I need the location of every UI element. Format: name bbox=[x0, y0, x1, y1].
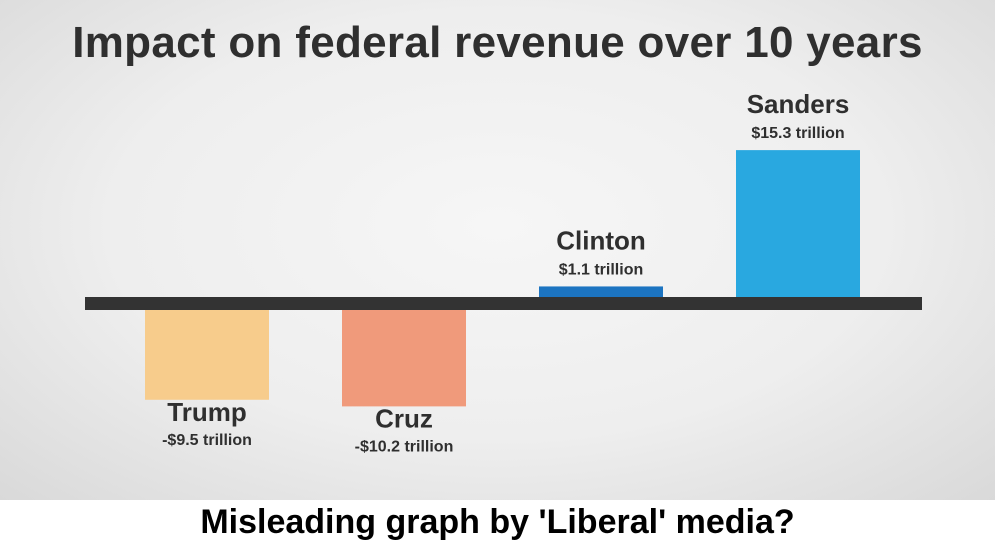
value-label-trump: -$9.5 trillion bbox=[162, 432, 252, 449]
chart-frame: Impact on federal revenue over 10 years … bbox=[0, 0, 995, 500]
chart-title: Impact on federal revenue over 10 years bbox=[72, 18, 923, 67]
bar-clinton bbox=[539, 286, 663, 297]
value-label-clinton: $1.1 trillion bbox=[559, 261, 643, 278]
bar-chart: Trump -$9.5 trillion Cruz -$10.2 trillion Cl… bbox=[85, 89, 922, 455]
value-label-cruz: -$10.2 trillion bbox=[355, 438, 454, 455]
zero-baseline bbox=[85, 297, 922, 310]
bar-cruz bbox=[342, 310, 466, 407]
value-label-sanders: $15.3 trillion bbox=[751, 125, 844, 142]
bar-sanders bbox=[736, 150, 860, 297]
bar-label-clinton: Clinton bbox=[556, 225, 646, 255]
bar-label-cruz: Cruz bbox=[375, 403, 433, 433]
image-caption: Misleading graph by 'Liberal' media? bbox=[200, 503, 795, 541]
bar-label-sanders: Sanders bbox=[747, 89, 850, 119]
bar-label-trump: Trump bbox=[167, 397, 246, 427]
bar-trump bbox=[145, 310, 269, 400]
